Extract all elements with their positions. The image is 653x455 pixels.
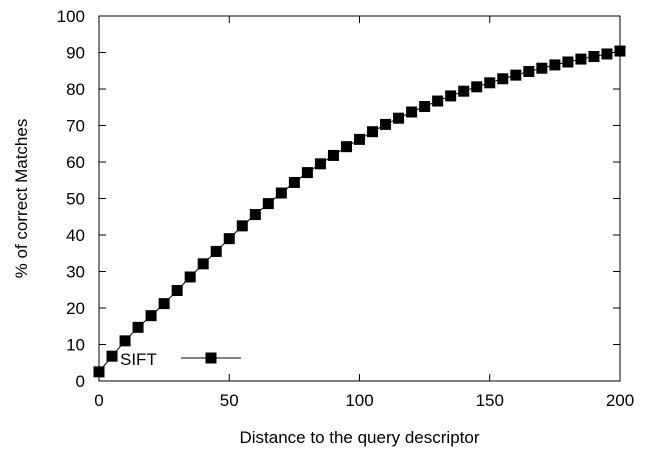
- x-tick-label: 50: [220, 391, 239, 410]
- data-point: [119, 335, 131, 347]
- data-point: [614, 45, 626, 57]
- data-point: [575, 53, 587, 65]
- data-point: [367, 126, 379, 138]
- legend: SIFT: [120, 350, 241, 369]
- data-point: [549, 59, 561, 71]
- data-point: [314, 158, 326, 170]
- y-tick-label: 30: [66, 263, 85, 282]
- x-tick-label: 150: [476, 391, 504, 410]
- y-tick-label: 20: [66, 299, 85, 318]
- data-point: [171, 284, 183, 296]
- data-point: [249, 209, 261, 221]
- data-point: [340, 141, 352, 153]
- data-point: [497, 73, 509, 85]
- data-point: [510, 69, 522, 81]
- data-point: [445, 90, 457, 102]
- x-axis-label: Distance to the query descriptor: [239, 428, 479, 447]
- data-point: [458, 85, 470, 97]
- x-tick-label: 200: [606, 391, 634, 410]
- data-point: [471, 81, 483, 93]
- data-point: [380, 118, 392, 130]
- x-tick-label: 0: [94, 391, 103, 410]
- data-point: [601, 48, 613, 60]
- x-axis-ticks: 0 50 100 150 200: [94, 16, 634, 410]
- y-tick-label: 50: [66, 190, 85, 209]
- data-point: [406, 106, 418, 118]
- y-tick-label: 0: [76, 372, 85, 391]
- data-point: [132, 321, 144, 333]
- series-layer: [93, 45, 626, 378]
- data-point: [106, 350, 118, 362]
- data-point: [184, 271, 196, 283]
- data-point: [354, 133, 365, 145]
- y-tick-label: 90: [66, 44, 85, 63]
- data-point: [93, 366, 105, 378]
- data-point: [210, 245, 222, 257]
- y-tick-label: 60: [66, 153, 85, 172]
- legend-label: SIFT: [120, 350, 157, 369]
- data-point: [432, 95, 444, 107]
- y-axis-ticks: 0 10 20 30 40 50 60 70 80 90 100: [57, 7, 620, 391]
- y-axis-label: % of correct Matches: [12, 119, 31, 279]
- x-tick-label: 100: [345, 391, 373, 410]
- data-point: [536, 62, 548, 74]
- legend-marker: [205, 352, 217, 364]
- data-point: [145, 310, 157, 322]
- data-point: [223, 233, 235, 245]
- data-point: [301, 167, 313, 179]
- series-line: [98, 50, 621, 373]
- data-point: [523, 65, 535, 77]
- data-point: [197, 258, 209, 270]
- data-point: [236, 220, 248, 232]
- data-point: [288, 176, 300, 188]
- data-point: [262, 198, 274, 210]
- data-point: [327, 149, 339, 161]
- y-tick-label: 70: [66, 117, 85, 136]
- data-point: [275, 187, 287, 199]
- y-tick-label: 100: [57, 7, 85, 26]
- y-tick-label: 10: [66, 336, 85, 355]
- data-point: [393, 112, 405, 124]
- data-point: [588, 51, 600, 63]
- data-point: [562, 56, 574, 68]
- y-tick-label: 40: [66, 226, 85, 245]
- y-tick-label: 80: [66, 80, 85, 99]
- data-point: [484, 77, 496, 89]
- data-point: [419, 101, 431, 113]
- data-point: [158, 298, 170, 310]
